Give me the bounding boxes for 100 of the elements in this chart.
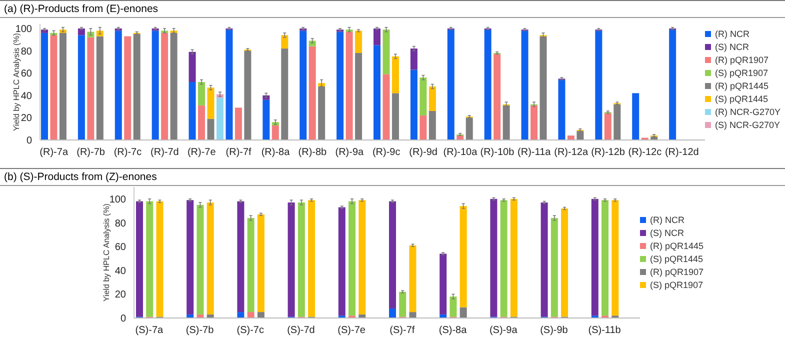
bar xyxy=(392,93,399,140)
bar xyxy=(460,206,467,308)
bar xyxy=(389,201,396,308)
bar xyxy=(50,35,58,140)
bar xyxy=(540,202,548,317)
bar xyxy=(466,118,473,140)
bar xyxy=(152,30,159,140)
bar xyxy=(374,45,380,140)
bar xyxy=(216,98,224,140)
x-tick-label: (R)-9c xyxy=(372,147,400,158)
bar xyxy=(632,93,640,140)
x-tick-label: (S)-7c xyxy=(236,325,264,336)
bar xyxy=(440,254,447,314)
bar xyxy=(188,52,196,82)
bar xyxy=(500,200,508,317)
bar xyxy=(206,202,214,314)
bar xyxy=(78,28,85,36)
bar xyxy=(234,108,242,140)
x-tick-label: (S)-9a xyxy=(489,325,518,336)
legend-label: (S) NCR xyxy=(650,228,684,238)
bar xyxy=(196,204,204,314)
bar xyxy=(420,78,427,116)
bar xyxy=(96,36,104,140)
bar xyxy=(392,56,399,94)
y-tick-label: 100 xyxy=(109,194,126,206)
bar xyxy=(567,136,574,140)
legend-label: (R) pQR1445 xyxy=(650,240,704,250)
bar xyxy=(614,104,621,140)
bar xyxy=(460,307,467,318)
bar xyxy=(207,88,214,119)
bar xyxy=(595,30,602,140)
bar xyxy=(336,32,344,140)
bar xyxy=(490,198,498,317)
y-axis-title: Yield by HPLC Analysis (%) xyxy=(102,203,111,302)
bar xyxy=(540,36,547,140)
bar xyxy=(410,48,418,70)
bar xyxy=(244,50,252,140)
bar xyxy=(247,312,254,318)
x-tick-label: (S)-9b xyxy=(540,325,568,336)
bar xyxy=(281,35,288,49)
bar xyxy=(502,105,510,140)
bar xyxy=(188,82,196,140)
bar xyxy=(348,201,356,316)
bar xyxy=(382,30,390,74)
bar xyxy=(510,198,518,317)
bar xyxy=(409,312,416,318)
x-tick-label: (R)-12b xyxy=(591,147,626,158)
bar xyxy=(257,312,264,318)
x-tick-label: (S)-7b xyxy=(186,325,214,336)
bar xyxy=(604,113,612,140)
bar xyxy=(558,80,566,140)
bar xyxy=(87,32,94,38)
legend-label: (R) NCR-G270Y xyxy=(715,106,781,116)
chart-title: (a) (R)-Products from (E)-enones xyxy=(0,1,785,18)
legend-label: (S) pQR1907 xyxy=(715,68,768,78)
x-tick-label: (R)-9a xyxy=(335,147,364,158)
bar xyxy=(300,30,307,140)
bar xyxy=(420,115,427,140)
bar xyxy=(450,296,457,317)
bar xyxy=(207,118,214,140)
bar xyxy=(308,40,316,46)
bar xyxy=(591,198,598,316)
bar xyxy=(382,74,390,140)
bar xyxy=(114,30,122,140)
bar xyxy=(257,214,264,312)
chart-title: (b) (S)-Products from (Z)-enones xyxy=(0,169,785,186)
bar xyxy=(161,32,168,140)
bar xyxy=(428,111,436,140)
bar xyxy=(226,30,233,140)
x-tick-label: (R)-7e xyxy=(187,147,216,158)
bar xyxy=(146,201,154,317)
bar xyxy=(561,208,568,317)
bar xyxy=(78,35,85,140)
bar xyxy=(428,86,436,111)
bar xyxy=(237,312,244,318)
bar xyxy=(262,100,270,140)
bar xyxy=(355,30,362,53)
bar xyxy=(288,202,295,317)
y-tick-label: 0 xyxy=(120,314,126,325)
bar xyxy=(358,200,366,314)
x-tick-label: (R)-7a xyxy=(40,147,68,158)
legend-label: (S) NCR xyxy=(715,42,749,52)
legend-label: (S) pQR1445 xyxy=(715,94,768,104)
bar xyxy=(399,292,406,317)
bar xyxy=(447,30,454,140)
bar xyxy=(521,30,528,140)
legend-label: (S) NCR-G270Y xyxy=(715,120,780,130)
bar xyxy=(133,34,140,140)
bar xyxy=(87,37,94,140)
x-tick-label: (S)-7a xyxy=(135,325,164,336)
bar xyxy=(550,218,558,317)
bar xyxy=(124,36,132,140)
x-tick-label: (R)-8a xyxy=(261,147,290,158)
x-tick-label: (R)-9d xyxy=(409,147,438,158)
bar xyxy=(410,70,418,140)
x-tick-label: (R)-7f xyxy=(226,147,252,158)
x-tick-label: (S)-7d xyxy=(287,325,315,336)
bar xyxy=(669,30,676,140)
x-tick-label: (S)-7f xyxy=(390,325,415,336)
bar xyxy=(198,105,206,140)
